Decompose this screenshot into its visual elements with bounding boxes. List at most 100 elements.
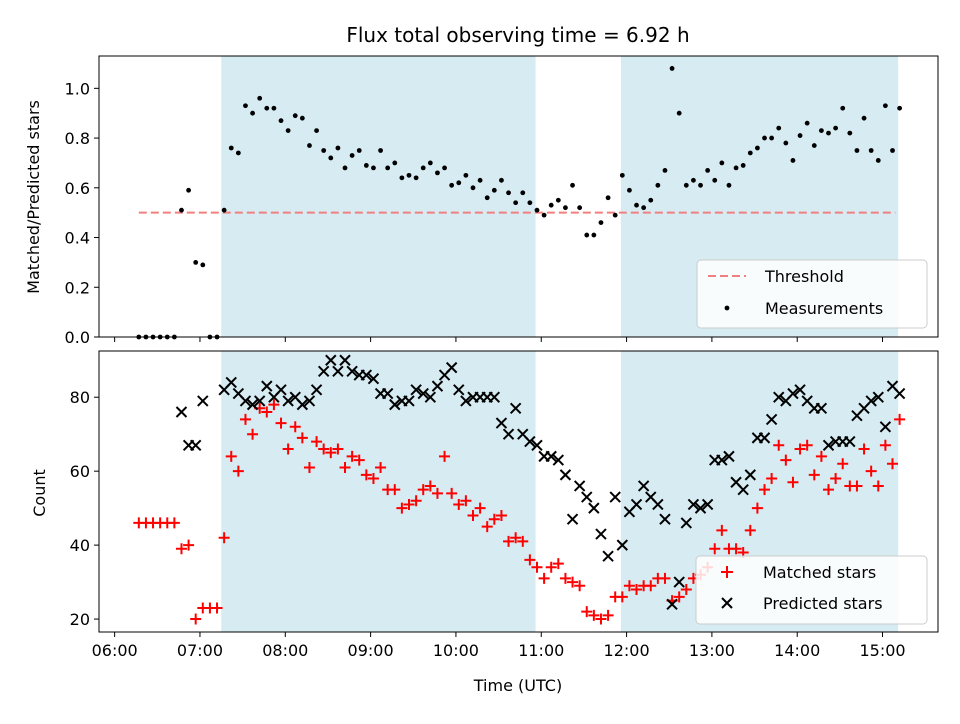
matched-star-marker — [467, 510, 479, 522]
matched-star-marker — [296, 432, 308, 444]
measurement-point — [221, 207, 227, 213]
predicted-star-marker — [403, 395, 415, 407]
top-legend-box — [696, 259, 928, 329]
matched-star-marker — [709, 543, 721, 555]
y-tick-label: 0.8 — [65, 129, 90, 148]
matched-star-marker — [524, 554, 536, 566]
measurement-point — [406, 172, 412, 178]
predicted-star-marker — [296, 398, 309, 411]
measurement-point — [228, 145, 234, 151]
predicted-star-marker — [566, 513, 579, 525]
measurement-point — [292, 113, 298, 119]
matched-star-marker — [517, 535, 529, 547]
measurement-point — [683, 182, 689, 188]
measurement-point — [783, 140, 789, 146]
bottom-x-ticks: 06:00 07:00 08:00 09:00 10:00 11:00 12:00 13:00… — [92, 632, 906, 660]
measurement-point — [797, 133, 803, 138]
matched-star-marker — [837, 458, 849, 470]
measurement-point — [563, 205, 568, 211]
matched-star-marker — [858, 443, 870, 455]
measurement-point — [356, 148, 362, 153]
predicted-star-marker — [310, 384, 323, 396]
predicted-star-marker — [367, 373, 380, 385]
matched-star-marker — [190, 613, 202, 625]
measurement-point — [491, 187, 497, 193]
matched-star-marker — [275, 417, 287, 429]
predicted-star-marker — [893, 387, 906, 400]
measurement-point — [342, 165, 348, 171]
matched-star-marker — [567, 576, 579, 588]
measurement-point — [698, 182, 703, 188]
measurement-point — [840, 105, 846, 111]
predicted-star-marker — [787, 387, 799, 400]
measurement-point — [890, 148, 895, 153]
measurement-point — [627, 187, 632, 193]
measurement-point — [285, 128, 291, 134]
predicted-star-marker — [758, 432, 771, 444]
measurement-point — [868, 148, 874, 153]
measurement-point — [605, 195, 611, 201]
matched-star-marker — [787, 476, 799, 488]
predicted-star-marker — [694, 502, 707, 514]
predicted-star-marker — [261, 380, 273, 392]
measurement-point — [811, 143, 817, 148]
matched-star-marker — [574, 580, 586, 592]
predicted-star-marker — [701, 498, 714, 511]
predicted-star-marker — [822, 439, 835, 451]
count-panel: 20 40 60 80 06:00 07:00 08:00 09:00 10:00 11:00 1… — [30, 350, 939, 695]
predicted-star-marker — [573, 480, 586, 492]
y-tick-label: 60 — [70, 462, 90, 481]
matched-star-marker — [175, 543, 187, 555]
predicted-star-marker — [687, 498, 700, 511]
matched-star-marker — [367, 473, 379, 485]
y-tick-label: 0.0 — [65, 328, 90, 347]
matched-star-marker — [730, 543, 742, 555]
measurement-point — [854, 148, 860, 153]
measurement-point — [243, 103, 248, 109]
x-tick-label: 07:00 — [177, 641, 223, 660]
measurement-point — [470, 185, 476, 191]
predicted-star-marker — [495, 417, 508, 429]
predicted-star-marker — [773, 391, 785, 403]
predicted-star-marker — [865, 395, 877, 407]
measurement-point — [335, 145, 341, 151]
measurement-point — [506, 190, 511, 196]
matched-star-marker — [232, 465, 244, 477]
measurement-point — [399, 175, 405, 181]
bottom-legend: Matched stars Predicted stars — [695, 555, 928, 625]
matched-star-marker — [396, 502, 408, 514]
matched-star-marker — [289, 421, 301, 433]
measurement-point — [861, 115, 867, 121]
matched-star-marker — [631, 583, 643, 595]
measurement-point — [435, 170, 440, 176]
measurement-point — [726, 182, 732, 188]
predicted-star-marker — [502, 428, 515, 440]
measurement-point — [314, 128, 319, 134]
predicted-star-marker — [275, 384, 287, 396]
matched-star-marker — [872, 480, 884, 492]
predicted-star-marker — [616, 539, 629, 551]
measurement-point — [826, 130, 831, 136]
matched-star-marker — [559, 572, 571, 584]
predicted-star-markers — [175, 354, 906, 610]
measurement-point — [705, 167, 711, 173]
predicted-star-marker — [630, 498, 643, 511]
matched-star-marker — [495, 510, 507, 522]
ratio-panel: 0.0 0.2 0.4 0.6 0.8 1.0 Flux total observing … — [24, 23, 939, 347]
predicted-star-marker — [609, 491, 621, 503]
y-tick-label: 80 — [70, 388, 90, 407]
measurement-point — [442, 165, 447, 171]
measurement-point — [762, 135, 767, 141]
measurement-point — [477, 177, 483, 183]
predicted-star-marker — [239, 395, 252, 407]
top-axes-frame — [98, 55, 939, 338]
measurement-point — [278, 118, 284, 124]
predicted-star-marker — [588, 502, 600, 514]
predicted-star-marker — [659, 513, 671, 525]
matched-star-marker — [581, 606, 593, 618]
matched-star-marker — [168, 517, 180, 529]
matched-star-marker — [815, 450, 827, 462]
predicted-star-marker — [524, 435, 536, 448]
matched-star-marker — [424, 480, 436, 492]
predicted-star-marker — [744, 469, 756, 481]
